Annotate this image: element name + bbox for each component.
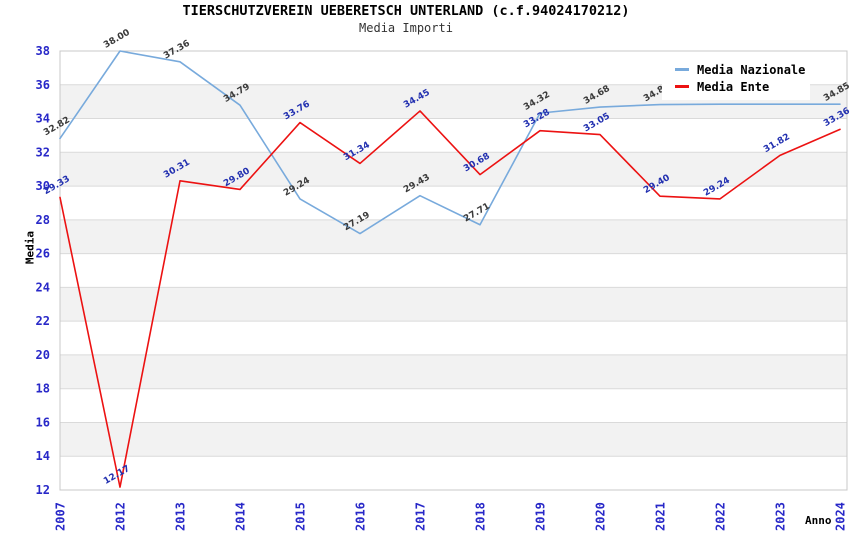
plot-band bbox=[60, 456, 847, 490]
media-nazionale-data-label: 38.00 bbox=[102, 28, 132, 51]
x-axis-title: Anno bbox=[805, 514, 832, 527]
chart-title: TIERSCHUTZVEREIN UEBERETSCH UNTERLAND (c… bbox=[182, 3, 630, 19]
media-nazionale-line bbox=[59, 50, 841, 235]
x-tick-label: 2016 bbox=[354, 502, 368, 531]
plot-band bbox=[60, 253, 847, 288]
x-tick-label: 2012 bbox=[114, 502, 128, 531]
plot-band bbox=[60, 321, 847, 355]
x-tick-label: 2007 bbox=[54, 502, 68, 531]
legend-label-media-nazionale: Media Nazionale bbox=[697, 62, 806, 77]
x-tick-label: 2014 bbox=[234, 502, 248, 531]
y-tick-label: 14 bbox=[36, 449, 50, 463]
plot-band bbox=[60, 219, 847, 254]
y-tick-label: 22 bbox=[36, 314, 50, 328]
y-tick-label: 18 bbox=[36, 382, 50, 396]
x-tick-label: 2023 bbox=[774, 502, 788, 531]
y-tick-label: 34 bbox=[36, 112, 50, 126]
plot-band bbox=[60, 152, 847, 187]
x-tick-label: 2024 bbox=[834, 502, 848, 531]
y-tick-label: 32 bbox=[36, 145, 50, 159]
plot-band bbox=[60, 287, 847, 322]
chart-subtitle: Media Importi bbox=[359, 21, 453, 35]
x-tick-label: 2020 bbox=[594, 502, 608, 531]
y-tick-label: 16 bbox=[36, 415, 50, 429]
plot-band bbox=[60, 422, 847, 457]
x-tick-label: 2022 bbox=[714, 502, 728, 531]
y-tick-label: 20 bbox=[36, 348, 50, 362]
y-tick-label: 28 bbox=[36, 213, 50, 227]
x-tick-label: 2015 bbox=[294, 502, 308, 531]
y-tick-label: 12 bbox=[36, 483, 50, 497]
legend: Media Nazionale Media Ente bbox=[662, 54, 810, 100]
y-tick-label: 30 bbox=[36, 179, 50, 193]
plot-border bbox=[59, 50, 848, 491]
plot-band bbox=[60, 388, 847, 423]
y-tick-label: 38 bbox=[36, 44, 50, 58]
y-tick-label: 36 bbox=[36, 78, 50, 92]
x-tick-label: 2019 bbox=[534, 502, 548, 531]
x-tick-label: 2017 bbox=[414, 502, 428, 531]
media-ente-line-swatch bbox=[675, 85, 689, 88]
x-tick-label: 2021 bbox=[654, 502, 668, 531]
media-nazionale-line-swatch bbox=[675, 68, 689, 71]
y-axis-title: Media bbox=[23, 230, 37, 265]
legend-item-media-ente: Media Ente bbox=[662, 78, 810, 95]
media-ente-line bbox=[59, 110, 841, 488]
plot-band bbox=[60, 186, 847, 220]
legend-label-media-ente: Media Ente bbox=[697, 79, 770, 94]
x-tick-label: 2018 bbox=[474, 502, 488, 531]
legend-item-media-nazionale: Media Nazionale bbox=[662, 61, 810, 78]
y-tick-label: 24 bbox=[36, 280, 50, 294]
y-tick-label: 26 bbox=[36, 247, 50, 261]
x-tick-label: 2013 bbox=[174, 502, 188, 531]
plot-band bbox=[60, 354, 847, 389]
